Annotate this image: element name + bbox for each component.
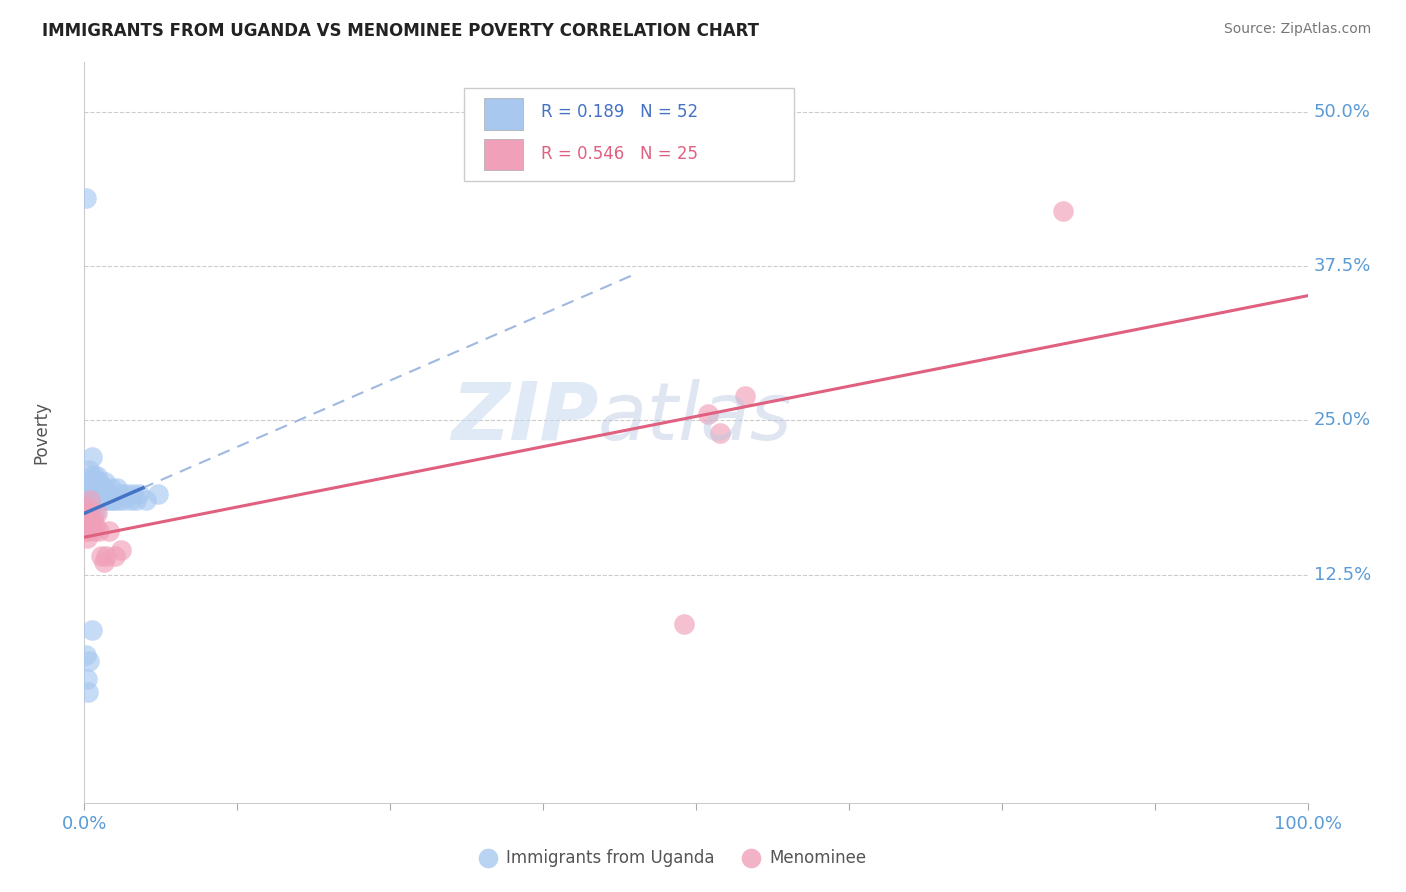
Text: R = 0.546   N = 25: R = 0.546 N = 25 — [541, 145, 697, 163]
Point — [107, 493, 129, 508]
Point — [83, 493, 105, 508]
Point — [477, 814, 499, 829]
Point — [82, 481, 104, 495]
Point — [90, 549, 112, 563]
Point — [96, 549, 118, 563]
Point — [80, 518, 103, 533]
Point — [84, 518, 107, 533]
Point — [93, 555, 115, 569]
Point — [110, 542, 132, 557]
Text: 12.5%: 12.5% — [1313, 566, 1371, 583]
Point — [146, 487, 169, 501]
Point — [104, 549, 127, 563]
Point — [135, 493, 157, 508]
Point — [75, 500, 97, 514]
Point — [79, 493, 101, 508]
Point — [75, 648, 97, 662]
Point — [100, 481, 122, 495]
Bar — [484, 98, 523, 129]
Point — [77, 654, 100, 668]
Point — [84, 481, 107, 495]
Text: 100.0%: 100.0% — [1274, 815, 1341, 833]
Point — [96, 493, 118, 508]
Point — [87, 475, 110, 489]
Text: Source: ZipAtlas.com: Source: ZipAtlas.com — [1223, 22, 1371, 37]
Point — [97, 524, 120, 539]
Point — [79, 493, 101, 508]
Text: 50.0%: 50.0% — [1313, 103, 1371, 120]
Point — [112, 493, 135, 508]
Text: 25.0%: 25.0% — [1313, 411, 1371, 429]
Point — [77, 462, 100, 476]
Point — [77, 475, 100, 489]
Point — [77, 506, 100, 520]
Point — [101, 493, 124, 508]
Point — [104, 493, 127, 508]
Point — [76, 518, 98, 533]
Point — [87, 493, 110, 508]
Point — [89, 481, 111, 495]
Text: Menominee: Menominee — [769, 849, 866, 867]
Text: 0.0%: 0.0% — [62, 815, 107, 833]
Point — [83, 524, 105, 539]
Point — [75, 524, 97, 539]
Point — [80, 623, 103, 637]
Point — [87, 487, 110, 501]
Point — [80, 481, 103, 495]
Text: ZIP: ZIP — [451, 379, 598, 457]
Point — [98, 493, 121, 508]
Point — [76, 493, 98, 508]
Point — [76, 673, 98, 687]
Point — [93, 493, 115, 508]
Text: R = 0.189   N = 52: R = 0.189 N = 52 — [541, 103, 697, 120]
Point — [87, 524, 110, 539]
Point — [82, 512, 104, 526]
Point — [1052, 203, 1074, 218]
Point — [79, 512, 101, 526]
Text: 37.5%: 37.5% — [1313, 257, 1371, 275]
Point — [120, 493, 142, 508]
FancyBboxPatch shape — [464, 88, 794, 181]
Point — [105, 481, 128, 495]
Point — [83, 468, 105, 483]
Text: atlas: atlas — [598, 379, 793, 457]
Point — [77, 487, 100, 501]
Point — [740, 814, 762, 829]
Point — [110, 487, 132, 501]
Point — [91, 481, 114, 495]
Text: IMMIGRANTS FROM UGANDA VS MENOMINEE POVERTY CORRELATION CHART: IMMIGRANTS FROM UGANDA VS MENOMINEE POVE… — [42, 22, 759, 40]
Point — [125, 493, 148, 508]
Point — [697, 407, 720, 421]
Point — [97, 487, 120, 501]
Point — [76, 506, 98, 520]
Point — [86, 468, 108, 483]
Point — [128, 487, 150, 501]
Point — [94, 475, 117, 489]
Point — [86, 493, 108, 508]
Text: Poverty: Poverty — [32, 401, 51, 464]
Point — [734, 389, 756, 403]
Point — [709, 425, 731, 440]
Point — [76, 531, 98, 545]
Point — [80, 450, 103, 465]
Point — [79, 518, 101, 533]
Point — [90, 493, 112, 508]
Point — [672, 616, 695, 631]
Point — [122, 487, 145, 501]
Point — [77, 506, 100, 520]
Point — [86, 506, 108, 520]
Point — [84, 506, 107, 520]
Point — [77, 524, 100, 539]
Text: Immigrants from Uganda: Immigrants from Uganda — [506, 849, 714, 867]
Point — [79, 468, 101, 483]
Point — [77, 685, 100, 699]
Point — [75, 481, 97, 495]
Point — [75, 191, 97, 205]
Point — [115, 487, 138, 501]
Bar — [484, 139, 523, 170]
Point — [82, 506, 104, 520]
Point — [97, 487, 120, 501]
